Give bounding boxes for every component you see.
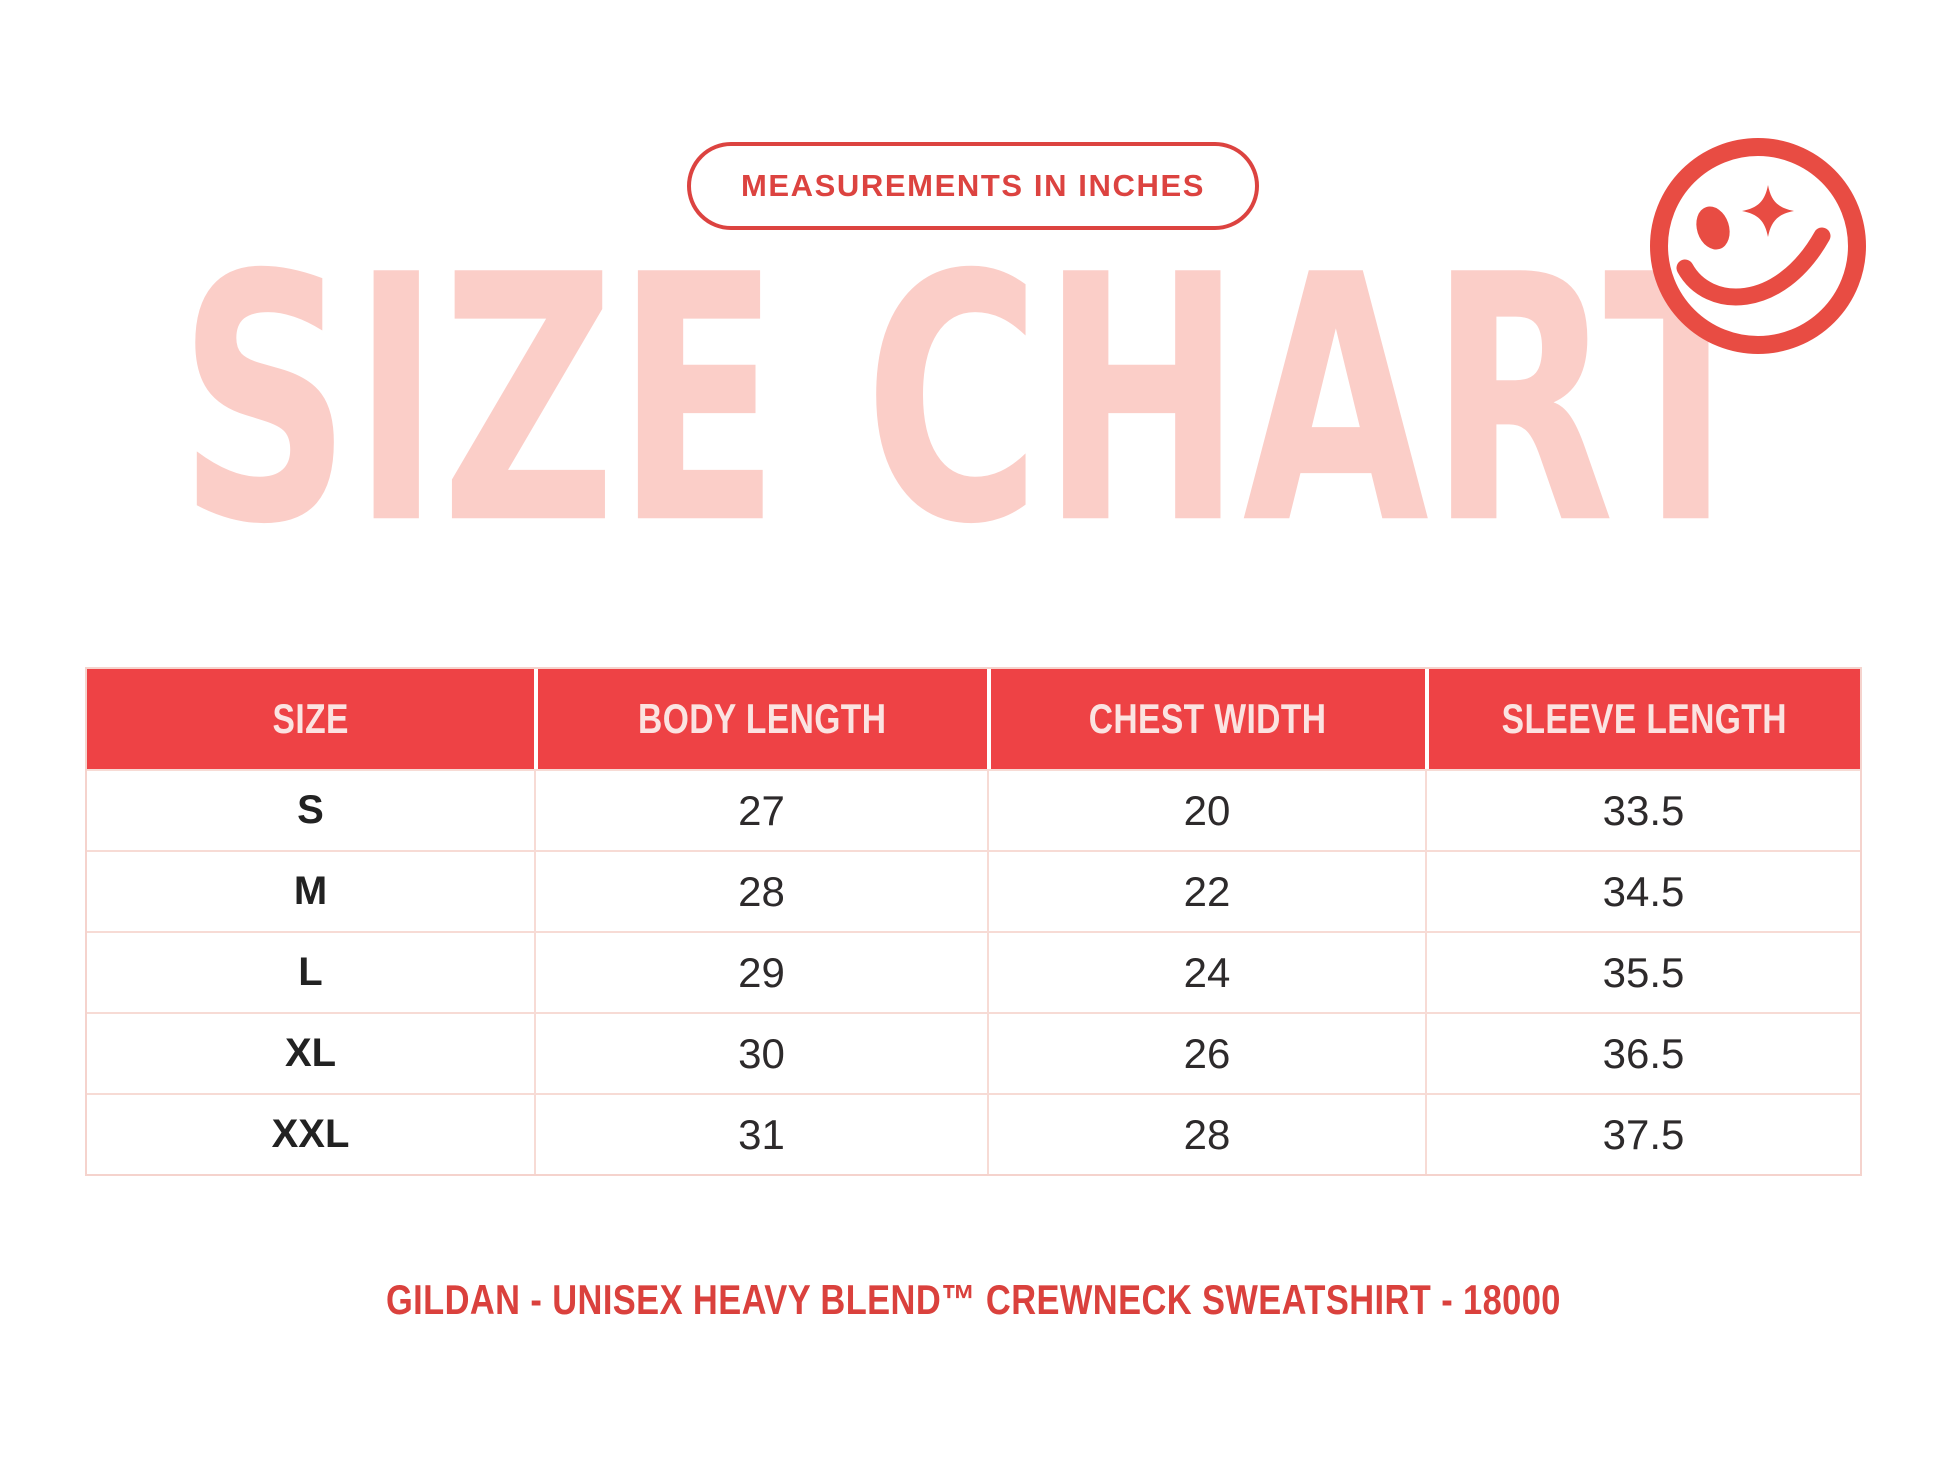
cell-body-length: 27 <box>534 769 987 850</box>
size-chart-table: SIZE BODY LENGTH CHEST WIDTH SLEEVE LENG… <box>85 667 1862 1176</box>
header-cell-body-length: BODY LENGTH <box>534 669 987 769</box>
header-cell-size: SIZE <box>87 669 534 769</box>
cell-chest-width: 22 <box>987 850 1425 931</box>
measurements-badge-label: MEASUREMENTS IN INCHES <box>740 168 1206 203</box>
size-table-header: SIZE BODY LENGTH CHEST WIDTH SLEEVE LENG… <box>87 669 1860 769</box>
cell-chest-width: 24 <box>987 931 1425 1012</box>
cell-size: L <box>87 931 534 1012</box>
page-title: SIZE CHART <box>153 228 1793 698</box>
cell-chest-width: 26 <box>987 1012 1425 1093</box>
cell-sleeve-length: 36.5 <box>1425 1012 1860 1093</box>
cell-body-length: 28 <box>534 850 987 931</box>
table-row: XXL 31 28 37.5 <box>87 1093 1860 1174</box>
table-row: L 29 24 35.5 <box>87 931 1860 1012</box>
smiley-face-circle <box>1650 138 1866 354</box>
smiley-sparkle-eye-icon <box>1742 185 1794 237</box>
cell-body-length: 29 <box>534 931 987 1012</box>
smiley-mouth <box>1676 227 1831 306</box>
cell-chest-width: 28 <box>987 1093 1425 1174</box>
measurements-badge: MEASUREMENTS IN INCHES <box>687 142 1259 230</box>
header-cell-chest-width: CHEST WIDTH <box>987 669 1425 769</box>
table-row: S 27 20 33.5 <box>87 769 1860 850</box>
product-name-text: GILDAN - UNISEX HEAVY BLEND™ CREWNECK SW… <box>385 1276 1561 1323</box>
cell-size: XXL <box>87 1093 534 1174</box>
table-row: XL 30 26 36.5 <box>87 1012 1860 1093</box>
product-name-footer: GILDAN - UNISEX HEAVY BLEND™ CREWNECK SW… <box>0 1276 1946 1324</box>
header-row: SIZE BODY LENGTH CHEST WIDTH SLEEVE LENG… <box>87 669 1860 769</box>
cell-sleeve-length: 33.5 <box>1425 769 1860 850</box>
table-row: M 28 22 34.5 <box>87 850 1860 931</box>
cell-body-length: 30 <box>534 1012 987 1093</box>
cell-body-length: 31 <box>534 1093 987 1174</box>
cell-sleeve-length: 35.5 <box>1425 931 1860 1012</box>
header-cell-sleeve-length: SLEEVE LENGTH <box>1425 669 1860 769</box>
page-title-text: SIZE CHART <box>178 228 1769 599</box>
smiley-left-eye <box>1696 206 1730 250</box>
cell-size: XL <box>87 1012 534 1093</box>
cell-chest-width: 20 <box>987 769 1425 850</box>
cell-size: M <box>87 850 534 931</box>
winking-smiley-icon <box>1638 124 1878 368</box>
cell-sleeve-length: 34.5 <box>1425 850 1860 931</box>
cell-sleeve-length: 37.5 <box>1425 1093 1860 1174</box>
size-chart-title-art: SIZE CHART <box>178 228 1769 599</box>
cell-size: S <box>87 769 534 850</box>
